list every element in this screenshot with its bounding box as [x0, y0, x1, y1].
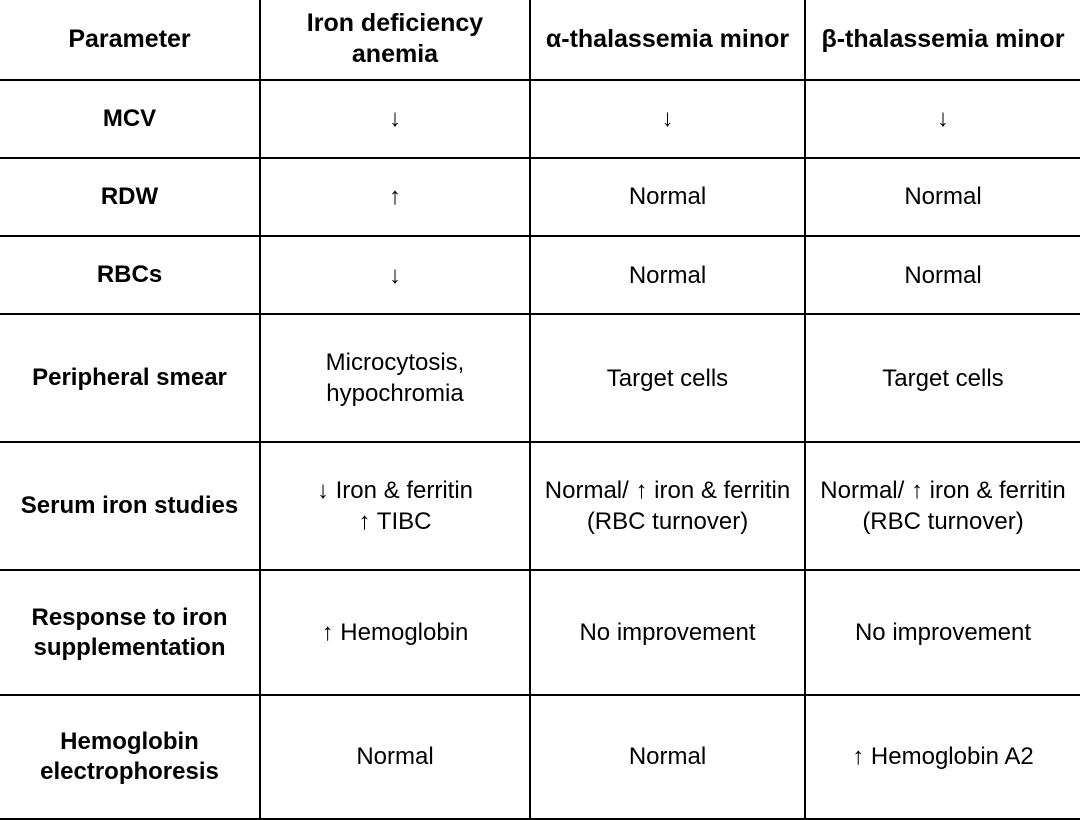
row-alpha: Normal	[530, 695, 805, 819]
col-header-alpha: α-thalassemia minor	[530, 0, 805, 80]
row-param: RDW	[0, 158, 260, 236]
row-param: Hemoglobin electrophoresis	[0, 695, 260, 819]
row-param: RBCs	[0, 236, 260, 314]
row-ida: Microcytosis, hypochromia	[260, 314, 530, 442]
col-header-ida: Iron deficiency anemia	[260, 0, 530, 80]
row-beta: Normal	[805, 158, 1080, 236]
row-param: Peripheral smear	[0, 314, 260, 442]
col-header-beta: β-thalassemia minor	[805, 0, 1080, 80]
col-header-parameter: Parameter	[0, 0, 260, 80]
table-row: MCV ↓ ↓ ↓	[0, 80, 1080, 158]
row-beta: No improvement	[805, 570, 1080, 694]
table-row: Serum iron studies ↓ Iron & ferritin ↑ T…	[0, 442, 1080, 570]
row-ida: ↓ Iron & ferritin ↑ TIBC	[260, 442, 530, 570]
table-header-row: Parameter Iron deficiency anemia α-thala…	[0, 0, 1080, 80]
table-row: RBCs ↓ Normal Normal	[0, 236, 1080, 314]
row-ida: Normal	[260, 695, 530, 819]
row-beta: Target cells	[805, 314, 1080, 442]
row-alpha: No improvement	[530, 570, 805, 694]
row-ida: ↑	[260, 158, 530, 236]
table-row: Hemoglobin electrophoresis Normal Normal…	[0, 695, 1080, 819]
row-beta: Normal/ ↑ iron & ferritin (RBC turnover)	[805, 442, 1080, 570]
row-param: Serum iron studies	[0, 442, 260, 570]
row-ida: ↓	[260, 236, 530, 314]
row-alpha: ↓	[530, 80, 805, 158]
row-beta: ↑ Hemoglobin A2	[805, 695, 1080, 819]
table-row: RDW ↑ Normal Normal	[0, 158, 1080, 236]
table-row: Response to iron supplementation ↑ Hemog…	[0, 570, 1080, 694]
row-alpha: Normal	[530, 236, 805, 314]
row-beta: ↓	[805, 80, 1080, 158]
row-alpha: Target cells	[530, 314, 805, 442]
row-ida: ↓	[260, 80, 530, 158]
row-param: MCV	[0, 80, 260, 158]
row-alpha: Normal/ ↑ iron & ferritin (RBC turnover)	[530, 442, 805, 570]
row-beta: Normal	[805, 236, 1080, 314]
anemia-comparison-table: Parameter Iron deficiency anemia α-thala…	[0, 0, 1080, 820]
row-alpha: Normal	[530, 158, 805, 236]
row-ida: ↑ Hemoglobin	[260, 570, 530, 694]
table-row: Peripheral smear Microcytosis, hypochrom…	[0, 314, 1080, 442]
row-param: Response to iron supplementation	[0, 570, 260, 694]
